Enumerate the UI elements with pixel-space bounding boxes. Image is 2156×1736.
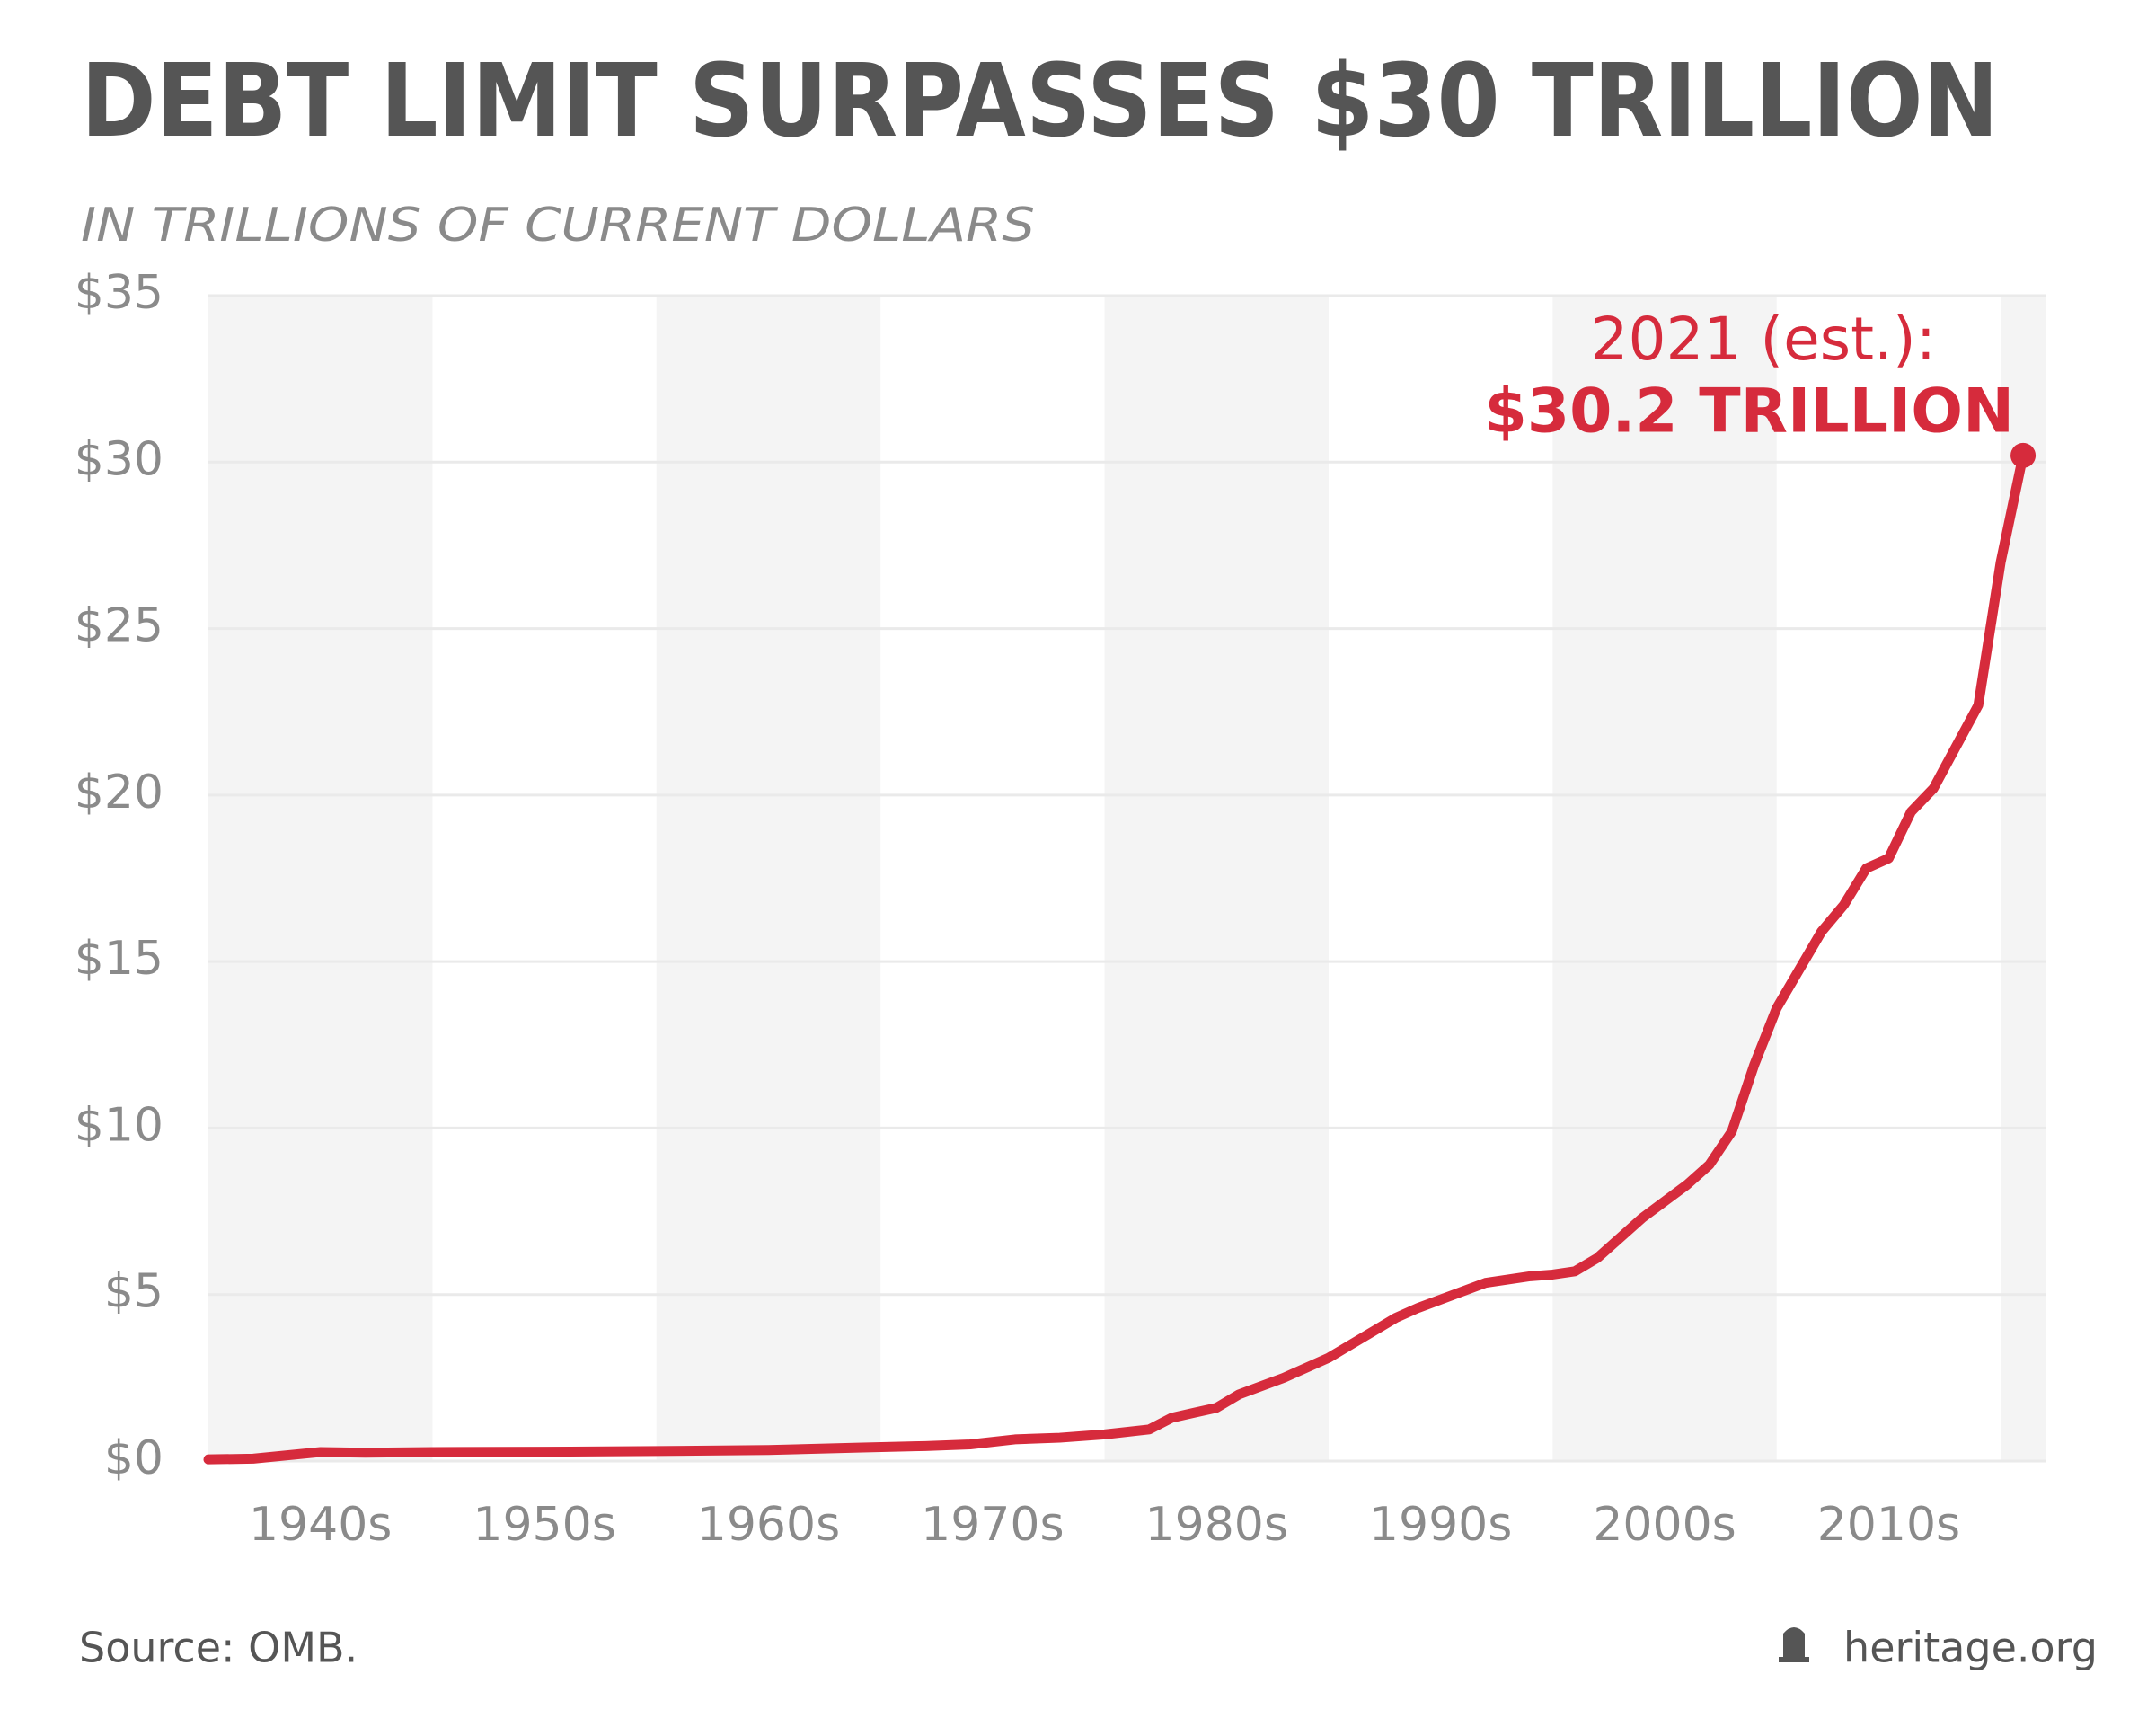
y-tick-label: $25 xyxy=(75,599,163,653)
x-tick-label: 1970s xyxy=(921,1498,1064,1552)
chart-title: DEBT LIMIT SURPASSES $30 TRILLION xyxy=(81,43,1999,160)
x-tick-label: 1960s xyxy=(697,1498,840,1552)
chart-subtitle: IN TRILLIONS OF CURRENT DOLLARS xyxy=(81,199,1035,252)
credit: heritage.org xyxy=(1843,1624,2098,1672)
annotation: 2021 (est.): xyxy=(1590,305,1936,374)
bell-base xyxy=(1779,1657,1809,1662)
band xyxy=(1104,296,1329,1461)
y-tick-label: $15 xyxy=(75,932,163,986)
band xyxy=(1552,296,1777,1461)
credit-icon xyxy=(1779,1627,1809,1662)
band xyxy=(2001,296,2046,1461)
x-tick-label: 1980s xyxy=(1145,1498,1288,1552)
x-tick-label: 2000s xyxy=(1593,1498,1736,1552)
end-point xyxy=(2010,442,2037,468)
y-tick-label: $5 xyxy=(104,1265,163,1319)
band xyxy=(656,296,881,1461)
x-tick-label: 2010s xyxy=(1817,1498,1960,1552)
y-tick-label: $30 xyxy=(75,432,163,486)
y-tick-label: $20 xyxy=(75,766,163,819)
x-tick-label: 1950s xyxy=(473,1498,615,1552)
x-tick-label: 1940s xyxy=(249,1498,392,1552)
line xyxy=(203,450,2028,1465)
source: Source: OMB. xyxy=(79,1624,358,1672)
background xyxy=(208,294,2046,1463)
band xyxy=(208,296,433,1461)
x-tick-label: 1990s xyxy=(1369,1498,1512,1552)
y-tick-label: $10 xyxy=(75,1098,163,1152)
bell-icon xyxy=(1783,1627,1805,1657)
y-tick-label: $35 xyxy=(75,266,163,320)
y-tick-label: $0 xyxy=(104,1431,163,1485)
annotation: $30.2 TRILLION xyxy=(1485,376,2015,447)
